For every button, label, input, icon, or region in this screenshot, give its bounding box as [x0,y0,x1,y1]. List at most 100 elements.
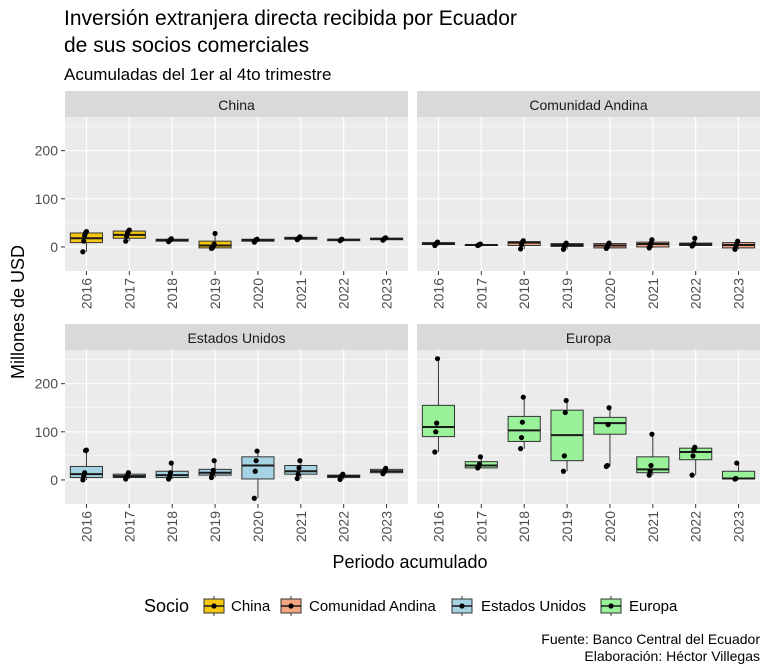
data-point [168,460,174,466]
data-point [83,447,90,453]
x-tick-label: 2016 [430,511,446,542]
x-tick-label: 2021 [293,278,309,309]
data-point [560,468,567,474]
data-point [520,238,526,244]
x-tick-label: 2023 [731,278,747,309]
strip-background [417,324,760,350]
y-tick-label: 200 [35,143,59,159]
legend-label: Comunidad Andina [309,598,436,615]
box-estados-unidos-2021 [284,458,318,482]
box-china-2021 [284,234,318,243]
data-point [80,249,86,255]
data-point [692,444,698,450]
data-point [166,474,173,480]
box-europa-2023 [721,460,756,482]
data-point [383,235,389,241]
box-iqr [507,415,541,442]
x-tick-label: 2018 [516,511,532,542]
x-tick-label: 2017 [473,278,489,309]
data-point [432,449,438,455]
data-point [561,453,567,459]
data-point [123,238,129,244]
legend-key-point [211,603,217,609]
data-point [605,421,611,428]
x-tick-label: 2019 [207,511,223,542]
box-europa-2021 [636,431,670,478]
data-point [252,468,258,474]
box-europa-2022 [679,444,713,478]
y-tick-label: 100 [35,191,59,207]
box-china-2016 [69,228,104,255]
data-point [434,356,441,362]
box-estados-unidos-2017 [112,470,146,482]
data-point [477,454,484,460]
box-china-2018 [155,236,189,245]
data-point [689,472,695,478]
box-china-2017 [112,227,146,244]
x-tick-label: 2017 [473,511,489,542]
x-tick-label: 2021 [645,278,661,309]
legend-item-estados-unidos: Estados Unidos [451,596,586,616]
box-comunidad-andina-2016 [421,239,456,249]
chart-subtitle: Acumuladas del 1er al 4to trimestre [64,65,331,84]
x-tick-label: 2018 [164,511,180,542]
x-tick-label: 2020 [250,278,266,309]
box-iqr [284,465,318,475]
data-point [297,234,303,240]
panel-background [65,117,408,271]
data-point [168,236,174,242]
legend-key-point [608,603,614,609]
box-comunidad-andina-2023 [721,238,756,252]
data-point [563,240,569,246]
data-point [434,420,440,426]
data-point [434,239,441,245]
panel-china: China 0 100 200 2016 2017 2018 2019 2020 2021 2022… [35,91,408,309]
x-tick-label: 2021 [293,511,309,542]
legend-label: China [231,598,271,615]
x-axis-label: Periodo acumulado [332,552,487,572]
x-tick-label: 2022 [336,278,352,309]
data-point [212,230,218,237]
box-comunidad-andina-2017 [464,241,498,249]
data-point [82,470,88,476]
x-tick-label: 2023 [379,278,395,309]
data-point [81,238,87,244]
box-europa-2020 [593,405,627,470]
strip-label: Europa [566,330,611,346]
data-point [691,240,697,247]
box-estados-unidos-2022 [327,471,361,483]
x-tick-label: 2023 [379,511,395,542]
x-tick-label: 2020 [602,278,618,309]
panel-background [417,117,760,271]
data-point [167,470,173,476]
y-tick-label: 0 [50,472,58,488]
legend-label: Europa [629,598,678,615]
data-point [520,394,526,400]
x-tick-label: 2019 [559,511,575,542]
x-tick-label: 2019 [207,278,223,309]
data-point [295,471,301,477]
panel-comunidad-andina: Comunidad Andina 2016 2017 2018 2019 2020 2021… [417,91,760,309]
box-europa-2016 [421,356,456,455]
x-tick-label: 2019 [559,278,575,309]
box-comunidad-andina-2019 [550,240,584,252]
data-point [211,241,217,247]
x-tick-label: 2017 [121,511,137,542]
y-tick-label: 100 [35,424,59,440]
chart-title-line2: de sus socios comerciales [64,34,309,57]
data-point [126,227,132,233]
data-point [517,446,524,452]
data-point [692,235,698,241]
data-point [563,397,569,404]
strip-background [65,324,408,350]
data-point [253,458,259,464]
strip-label: Comunidad Andina [529,97,648,113]
x-tick-label: 2023 [731,511,747,542]
box-europa-2019 [550,397,584,474]
strip-label: China [218,97,255,113]
legend-item-comunidad-andina: Comunidad Andina [280,596,436,616]
data-point [251,495,257,501]
data-point [210,467,216,473]
box-estados-unidos-2023 [369,465,404,477]
